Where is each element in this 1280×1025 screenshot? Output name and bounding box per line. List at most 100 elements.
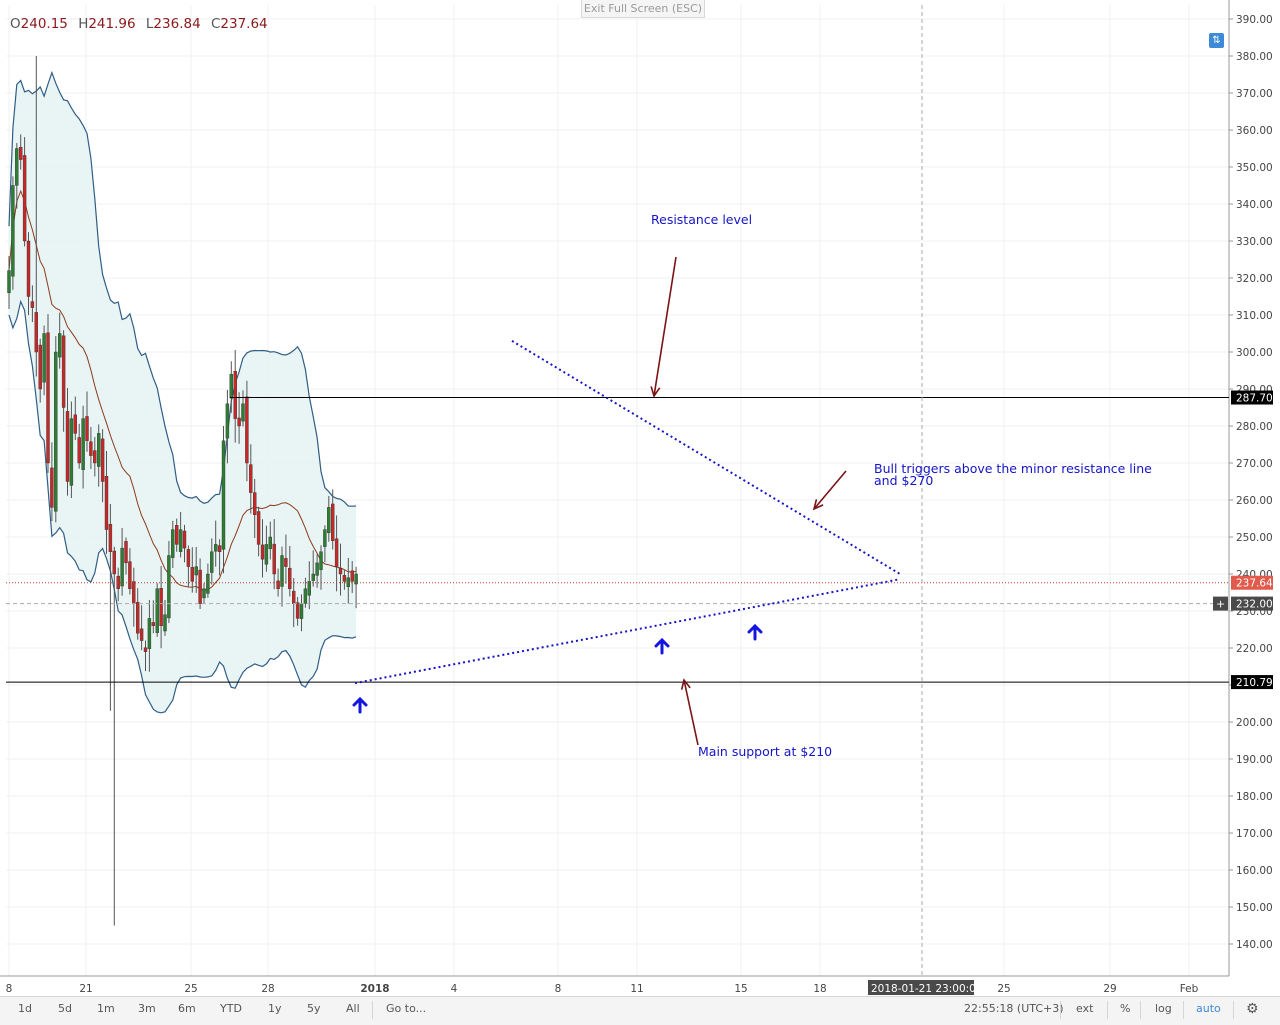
scale-icon[interactable]: ⇅ — [1209, 33, 1224, 48]
period-1d[interactable]: 1d — [18, 1002, 32, 1015]
candle-body — [311, 573, 315, 581]
goto-button[interactable]: Go to... — [386, 1002, 427, 1015]
candle-body — [139, 628, 144, 641]
period-all[interactable]: All — [346, 1002, 360, 1015]
annotation-bull-trigger: Bull triggers above the minor resistance… — [874, 461, 1152, 476]
ohlc-readout: O240.15 H241.96 L236.84 C237.64 — [10, 16, 274, 32]
auto-toggle[interactable]: auto — [1196, 1002, 1221, 1015]
y-tick-label: 350.00 — [1236, 162, 1273, 174]
candle-body — [323, 529, 327, 547]
candle-body — [100, 438, 105, 482]
period-1m[interactable]: 1m — [97, 1002, 115, 1015]
candle-body — [210, 551, 214, 573]
y-tick-label: 220.00 — [1236, 643, 1273, 655]
candle-body — [93, 450, 97, 464]
candle-body — [69, 418, 74, 486]
candle-body — [19, 146, 23, 160]
x-tick-label: 2018 — [360, 983, 389, 995]
touch-arrow-2 — [654, 637, 670, 655]
candle-body — [350, 570, 354, 582]
clock-readout: 22:55:18 (UTC+3) — [964, 1002, 1064, 1015]
annotation-resistance-level: Resistance level — [651, 212, 752, 227]
exit-fullscreen-button[interactable]: Exit Full Screen (ESC) — [581, 0, 705, 18]
candle-body — [217, 545, 222, 553]
candle-body — [7, 270, 11, 294]
price-label-last: 237.64 — [1236, 578, 1273, 590]
candle-body — [81, 418, 85, 470]
high-label: H — [78, 16, 89, 32]
candle-body — [190, 567, 195, 582]
y-tick-label: 270.00 — [1236, 458, 1273, 470]
candle-body — [206, 573, 210, 594]
candle-body — [73, 414, 78, 434]
y-tick-label: 310.00 — [1236, 310, 1273, 322]
bull-trigger-arrow-head — [812, 499, 824, 511]
candle-body — [299, 603, 304, 619]
close-value: 237.64 — [220, 16, 268, 32]
y-tick-label: 160.00 — [1236, 865, 1273, 877]
period-ytd[interactable]: YTD — [220, 1002, 242, 1015]
candle-body — [65, 411, 70, 482]
candle-body — [307, 581, 311, 596]
log-toggle[interactable]: log — [1155, 1002, 1172, 1015]
candle-body — [15, 148, 19, 186]
touch-arrow-3 — [747, 623, 763, 641]
candle-body — [233, 370, 237, 419]
y-tick-label: 360.00 — [1236, 125, 1273, 137]
y-tick-label: 150.00 — [1236, 902, 1273, 914]
x-tick-label: 25 — [184, 983, 197, 995]
candle-body — [155, 588, 159, 633]
candle-body — [245, 396, 249, 464]
price-label-support: 210.79 — [1236, 677, 1273, 689]
candle-body — [331, 503, 335, 541]
candle-body — [159, 588, 163, 627]
x-tick-label: 29 — [1103, 983, 1116, 995]
annotation-bull-trigger-line2: and $270 — [874, 473, 933, 488]
candle-body — [264, 544, 269, 565]
period-5d[interactable]: 5d — [58, 1002, 72, 1015]
candle-body — [132, 581, 136, 604]
low-value: 236.84 — [153, 16, 201, 32]
annotation-main-support: Main support at $210 — [698, 744, 832, 759]
candle-body — [276, 580, 280, 590]
touch-arrow-1 — [352, 696, 368, 714]
candle-body — [280, 555, 284, 587]
candle-body — [186, 549, 191, 567]
candle-body — [178, 529, 183, 552]
candle-body — [315, 562, 319, 576]
x-tick-label: 25 — [997, 983, 1010, 995]
candle-body — [112, 550, 117, 575]
ext-toggle[interactable]: ext — [1076, 1002, 1094, 1015]
candle-body — [151, 622, 156, 626]
period-5y[interactable]: 5y — [307, 1002, 321, 1015]
candle-body — [249, 464, 253, 493]
period-6m[interactable]: 6m — [178, 1002, 196, 1015]
open-label: O — [10, 16, 21, 32]
candle-body — [268, 536, 272, 550]
period-1y[interactable]: 1y — [268, 1002, 282, 1015]
y-tick-label: 260.00 — [1236, 495, 1273, 507]
candle-body — [85, 416, 89, 441]
candle-body — [334, 538, 339, 567]
percent-toggle[interactable]: % — [1120, 1002, 1131, 1015]
add-alert-plus-icon: + — [1216, 598, 1225, 611]
price-label-resistance: 287.70 — [1236, 393, 1273, 405]
y-tick-label: 200.00 — [1236, 717, 1273, 729]
y-tick-label: 280.00 — [1236, 421, 1273, 433]
x-tick-label: 4 — [451, 983, 458, 995]
candle-body — [202, 588, 206, 599]
candle-body — [34, 312, 38, 353]
price-chart[interactable]: 390.00 380.00 370.00 360.00 350.00 340.00 330.… — [0, 0, 1280, 996]
low-label: L — [145, 16, 154, 32]
y-tick-label: 330.00 — [1236, 236, 1273, 248]
candle-body — [342, 575, 347, 582]
candle-body — [108, 524, 113, 553]
close-label: C — [210, 16, 221, 32]
candle-body — [11, 185, 15, 277]
settings-gear-icon[interactable]: ⚙ — [1246, 1001, 1259, 1017]
x-tick-label: 28 — [261, 983, 274, 995]
period-3m[interactable]: 3m — [138, 1002, 156, 1015]
candle-body — [116, 575, 120, 590]
price-label-cursor: 232.00 — [1236, 599, 1273, 611]
bull-trigger-arrow — [813, 470, 847, 510]
